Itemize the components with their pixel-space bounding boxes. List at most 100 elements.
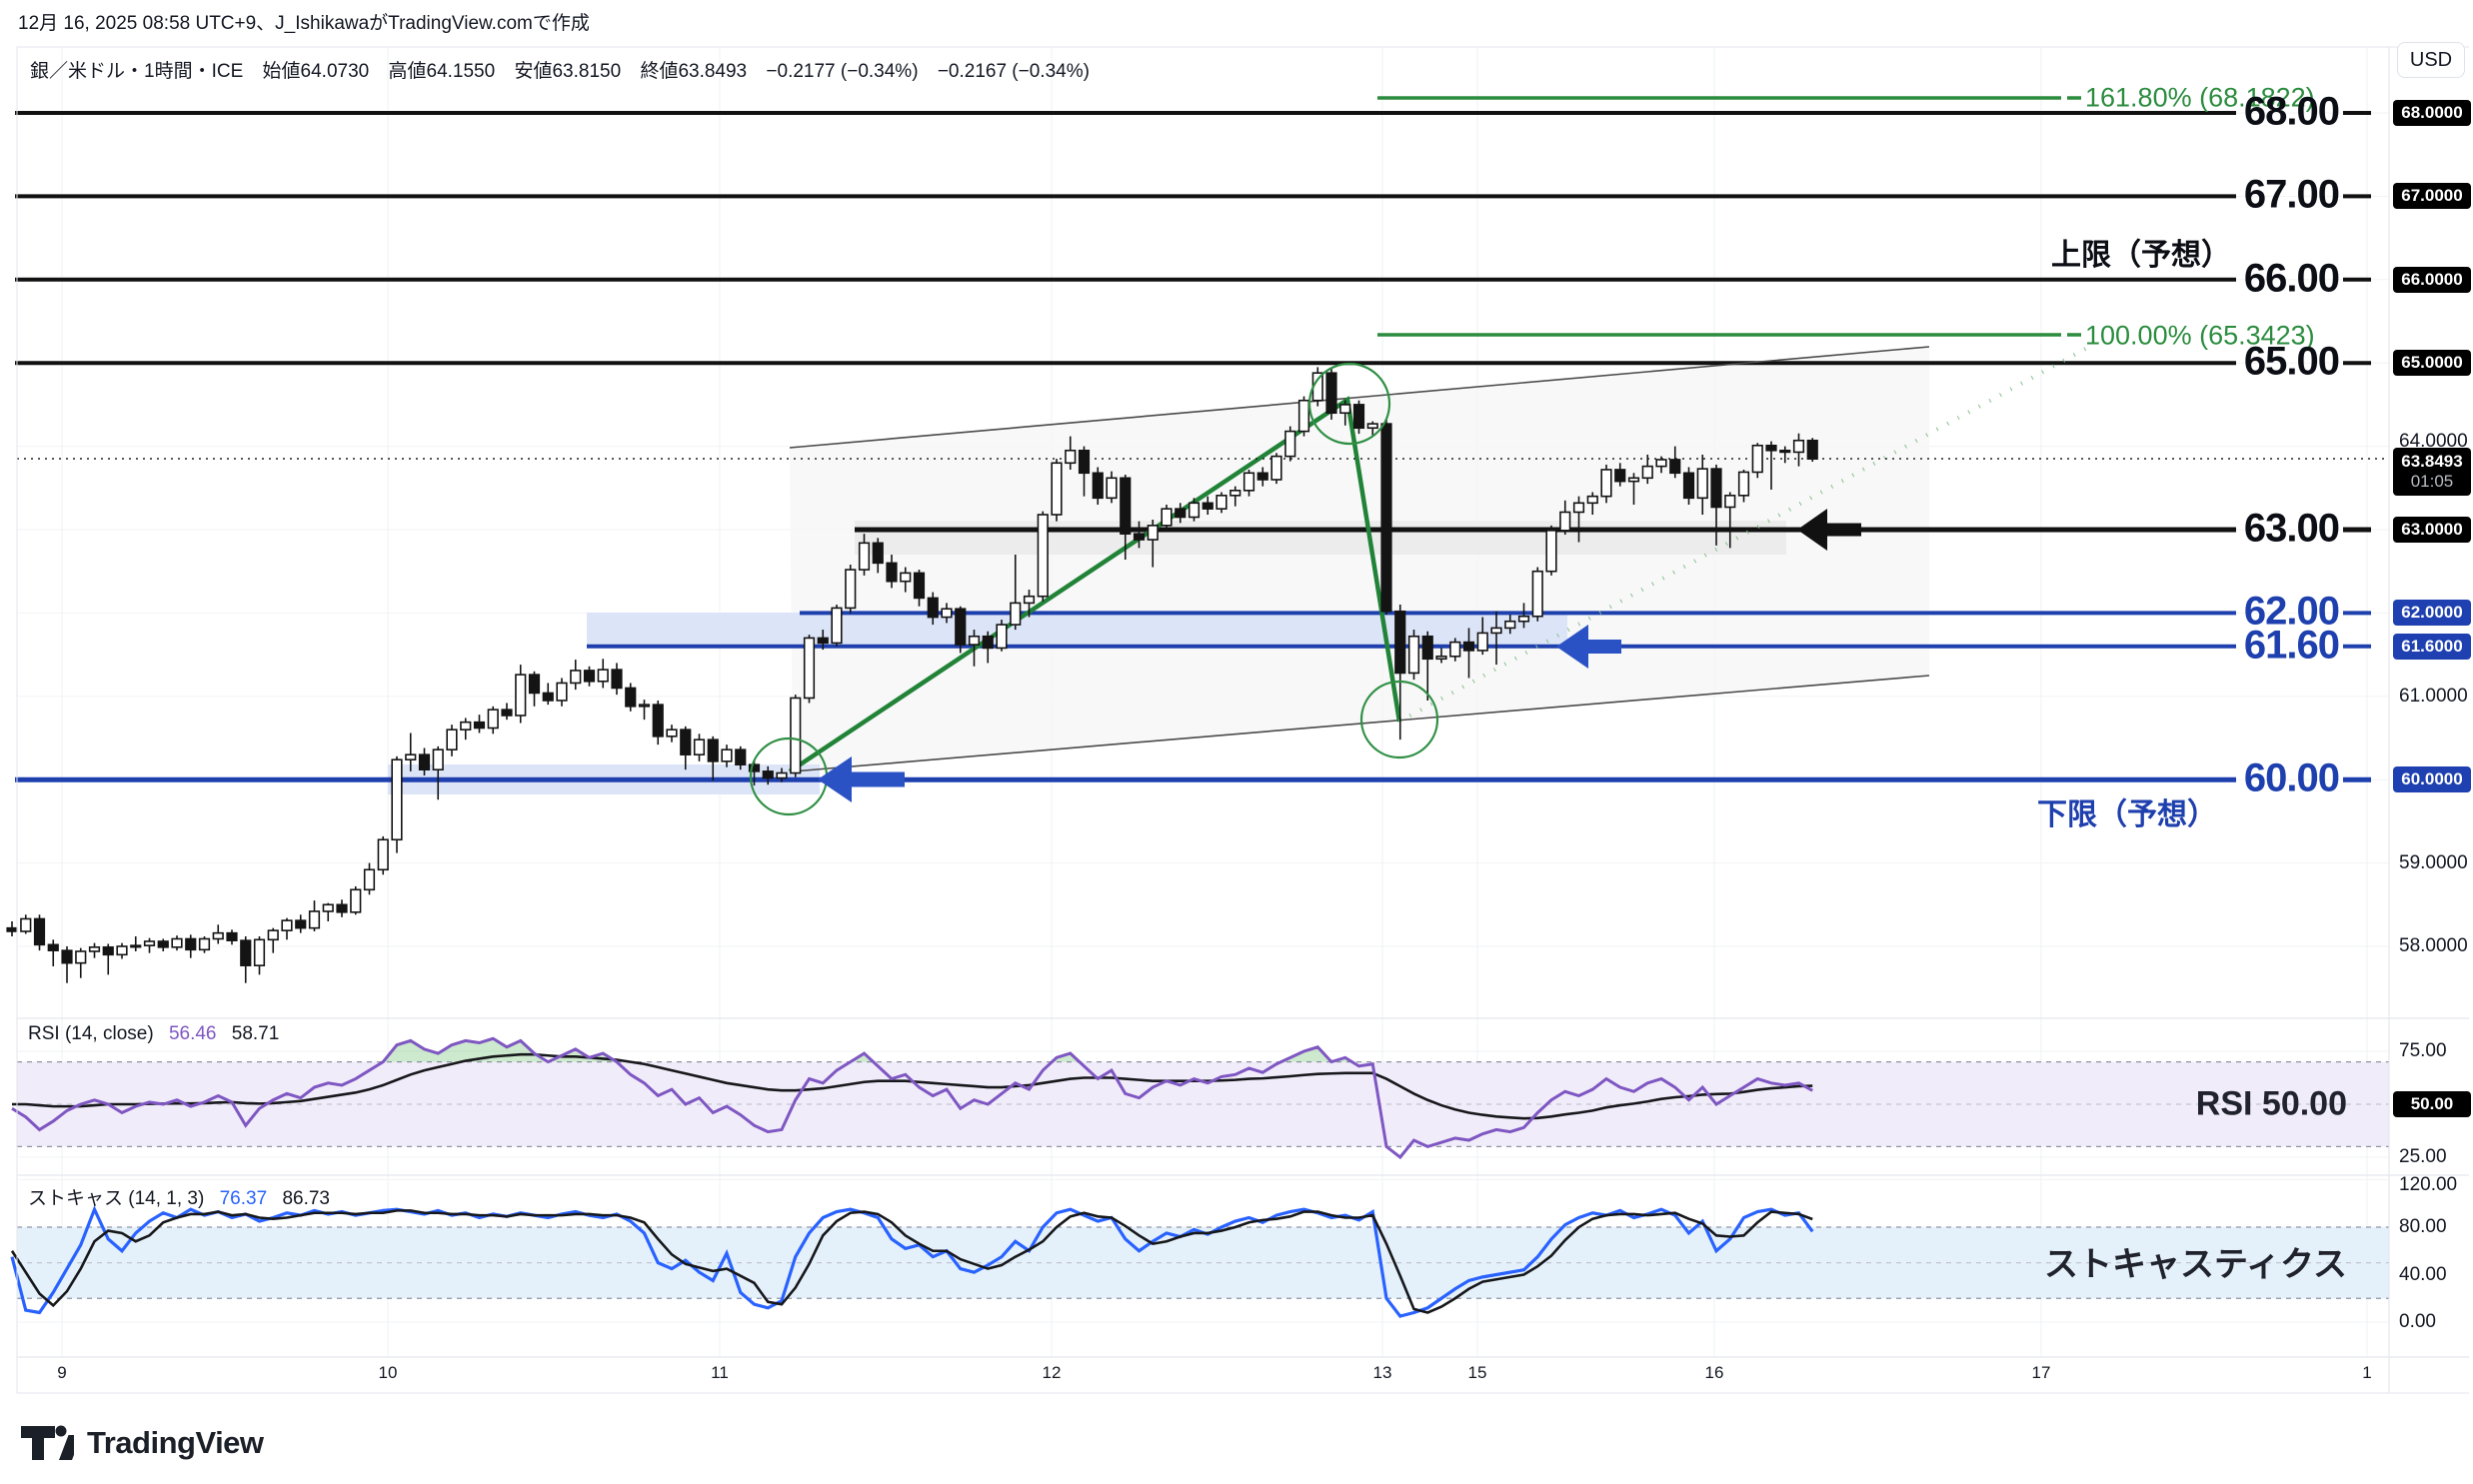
- scale-tick-40.00[interactable]: 40.00: [2399, 1264, 2447, 1285]
- candle-down: [295, 919, 307, 929]
- candle-up: [20, 917, 32, 932]
- stoch-legend-title: ストキャス (14, 1, 3): [28, 1188, 205, 1209]
- candle-up: [1242, 472, 1255, 492]
- stoch-legend: ストキャス (14, 1, 3) 76.37 86.73: [28, 1183, 330, 1210]
- big-price-label-65.00: 65.00: [2243, 339, 2340, 384]
- stoch-d-line: [10, 1209, 1813, 1314]
- candle-up: [1792, 439, 1805, 454]
- candle-down: [982, 635, 994, 650]
- time-axis-label-16[interactable]: 16: [1704, 1363, 1724, 1382]
- candle-down: [501, 709, 513, 717]
- candle-down: [762, 770, 774, 779]
- candle-down: [1710, 468, 1722, 509]
- candle-down: [680, 729, 692, 755]
- time-axis-label-9[interactable]: 9: [57, 1363, 67, 1382]
- last-price-badge: 63.8493 01:05: [2393, 448, 2471, 496]
- big-price-label-61.60: 61.60: [2243, 623, 2340, 668]
- candle-down: [185, 937, 197, 951]
- candle-up: [900, 572, 912, 583]
- candle-up: [597, 669, 609, 683]
- time-axis-label-17[interactable]: 17: [2031, 1363, 2051, 1382]
- legend-close: 終値63.8493: [640, 61, 748, 82]
- candle-up: [1023, 595, 1036, 605]
- scale-tick-0.00[interactable]: 0.00: [2399, 1311, 2436, 1332]
- scale-tick-64.0000[interactable]: 64.0000: [2399, 431, 2468, 452]
- candle-down: [1394, 610, 1406, 675]
- candle-down: [707, 739, 719, 762]
- candle-up: [1449, 641, 1461, 658]
- zone-63: [855, 521, 1786, 555]
- rsi-band: [17, 1061, 2389, 1147]
- candle-up: [75, 950, 87, 964]
- candle-down: [1175, 508, 1187, 519]
- candle-up: [1051, 462, 1063, 516]
- candle-up: [1230, 490, 1241, 497]
- price-line-badge-62.0000: 62.0000: [2393, 600, 2471, 626]
- candle-down: [33, 917, 46, 946]
- candle-up: [1366, 423, 1378, 430]
- candle-down: [872, 542, 884, 565]
- scale-tick-61.0000[interactable]: 61.0000: [2399, 686, 2468, 707]
- candle-up: [1297, 399, 1310, 433]
- candle-down: [1256, 472, 1268, 481]
- big-price-label-60.00: 60.00: [2243, 755, 2340, 800]
- candle-up: [1545, 530, 1557, 573]
- rsi-value: 56.46: [168, 1023, 217, 1044]
- scale-tick-120.00[interactable]: 120.00: [2399, 1174, 2458, 1195]
- candle-up: [391, 758, 403, 841]
- big-price-label-66.00: 66.00: [2243, 256, 2340, 301]
- currency-toggle-button[interactable]: USD: [2397, 42, 2465, 78]
- candle-down: [1325, 372, 1337, 415]
- tradingview-logo-icon: [21, 1425, 74, 1460]
- candle-down: [1806, 439, 1818, 460]
- candle-up: [487, 709, 499, 730]
- candle-up: [1517, 615, 1530, 623]
- time-axis-label-1[interactable]: 1: [2362, 1363, 2372, 1382]
- time-axis-label-11[interactable]: 11: [711, 1363, 729, 1382]
- time-axis-label-12[interactable]: 12: [1042, 1363, 1062, 1382]
- fib-161-label: 161.80% (68.1822): [2085, 82, 2315, 113]
- candle-up: [1284, 430, 1296, 458]
- candle-up: [1161, 508, 1173, 527]
- candle-up: [267, 929, 279, 941]
- time-axis-label-15[interactable]: 15: [1467, 1363, 1487, 1382]
- candle-down: [61, 949, 73, 964]
- lower-bound-label: 下限（予想）: [2037, 798, 2217, 831]
- candle-down: [1421, 635, 1433, 661]
- candle-up: [1737, 471, 1750, 497]
- rsi-line: [11, 1036, 1813, 1160]
- candle-up: [1065, 449, 1077, 465]
- scale-tick-80.00[interactable]: 80.00: [2399, 1216, 2447, 1237]
- candle-up: [666, 729, 678, 738]
- legend-low: 安値63.8150: [514, 61, 622, 82]
- highlight-circle: [1359, 680, 1439, 759]
- time-axis-label-10[interactable]: 10: [378, 1363, 398, 1382]
- candle-up: [171, 937, 183, 948]
- candle-down: [1352, 404, 1365, 430]
- time-axis-label-13[interactable]: 13: [1372, 1363, 1392, 1382]
- big-price-label-67.00: 67.00: [2243, 172, 2340, 217]
- stoch-band: [17, 1227, 2389, 1299]
- candle-up: [1531, 570, 1543, 618]
- candle-up: [1696, 468, 1708, 500]
- left-arrow: [1797, 509, 1861, 551]
- candle-up: [1655, 459, 1667, 468]
- scale-tick-58.0000[interactable]: 58.0000: [2399, 935, 2468, 956]
- candle-up: [1270, 455, 1282, 481]
- candle-up: [570, 670, 582, 685]
- scale-tick-25.00[interactable]: 25.00: [2399, 1146, 2447, 1167]
- candle-down: [1779, 449, 1791, 454]
- green-trendline: [788, 396, 1402, 773]
- candle-up: [405, 753, 417, 760]
- candle-down: [226, 931, 238, 941]
- candle-down: [542, 692, 554, 702]
- price-line-badge-61.6000: 61.6000: [2393, 634, 2471, 660]
- scale-tick-59.0000[interactable]: 59.0000: [2399, 852, 2468, 873]
- tradingview-logo-text: TradingView: [87, 1425, 264, 1460]
- candle-up: [1751, 444, 1763, 474]
- tradingview-logo[interactable]: TradingView: [20, 1423, 264, 1463]
- price-line-badge-67.0000: 67.0000: [2393, 183, 2471, 209]
- scale-tick-75.00[interactable]: 75.00: [2399, 1040, 2447, 1061]
- candle-up: [721, 748, 733, 762]
